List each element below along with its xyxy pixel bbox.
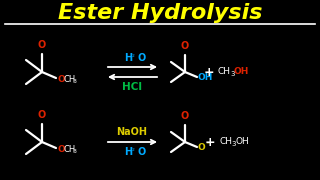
Text: O: O: [137, 147, 145, 157]
Text: O: O: [137, 53, 145, 63]
Text: O: O: [181, 41, 189, 51]
Text: 3: 3: [73, 79, 77, 84]
Text: CH: CH: [63, 75, 76, 84]
Text: ₂: ₂: [132, 146, 135, 152]
Text: O: O: [198, 143, 206, 152]
Text: +: +: [205, 136, 215, 148]
Text: H: H: [124, 147, 132, 157]
Text: Ester Hydrolysis: Ester Hydrolysis: [58, 3, 262, 23]
Text: NaOH: NaOH: [116, 127, 148, 137]
Text: O: O: [57, 145, 65, 154]
Text: CH: CH: [218, 66, 231, 75]
Text: HCl: HCl: [122, 82, 142, 92]
Text: CH: CH: [63, 145, 76, 154]
Text: +: +: [204, 66, 214, 78]
Text: 3: 3: [230, 71, 235, 77]
Text: O: O: [57, 75, 65, 84]
Text: 3: 3: [73, 149, 77, 154]
Text: ⁻: ⁻: [205, 141, 209, 150]
Text: H: H: [124, 53, 132, 63]
Text: O: O: [38, 40, 46, 50]
Text: OH: OH: [234, 66, 249, 75]
Text: O: O: [38, 110, 46, 120]
Text: ₂: ₂: [132, 52, 135, 58]
Text: 3: 3: [231, 141, 236, 147]
Text: CH: CH: [219, 136, 232, 145]
Text: O: O: [181, 111, 189, 121]
Text: OH: OH: [198, 73, 213, 82]
Text: OH: OH: [235, 136, 249, 145]
